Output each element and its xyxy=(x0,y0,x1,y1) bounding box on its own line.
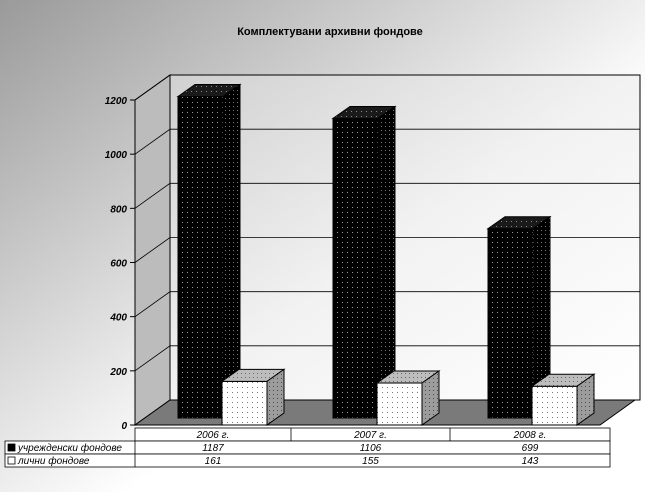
gridline xyxy=(134,291,640,317)
bar-series1-cat2-front xyxy=(332,117,379,419)
bar-series2-cat3-side xyxy=(576,373,595,426)
gridline xyxy=(134,128,640,155)
x-tick-label: 2007 г. xyxy=(353,430,387,441)
bar-series1-cat3-front xyxy=(487,228,534,419)
y-tick-label: 600 xyxy=(110,259,127,270)
y-tick-label: 200 xyxy=(109,367,127,378)
chart-title: Комплектувани архивни фондове xyxy=(237,26,423,38)
y-tick-label: 1200 xyxy=(105,96,128,107)
y-tick-label: 400 xyxy=(109,313,127,324)
legend-label: лични фондове xyxy=(17,455,90,467)
bar-series2-cat2-side xyxy=(421,370,440,426)
x-tick-label: 2008 г. xyxy=(513,430,547,441)
plot-area: 0 200 400 600 800 1000 1200 xyxy=(105,74,641,432)
bar-series2-cat3-front xyxy=(531,385,578,426)
data-label: 1187 xyxy=(202,443,224,454)
x-tick-label: 2006 г. xyxy=(196,430,230,441)
table-row xyxy=(4,453,611,468)
data-label: 143 xyxy=(522,456,539,467)
legend-label: учрежденски фондове xyxy=(17,442,122,454)
gridline xyxy=(134,182,640,209)
legend-key xyxy=(7,443,16,452)
bar-series2-cat1-front xyxy=(221,380,268,426)
bar-series1-cat1-side xyxy=(222,83,241,419)
bar-series1-cat2-side xyxy=(377,105,396,419)
gridline xyxy=(134,74,640,101)
bar-series2-cat1-side xyxy=(266,368,285,426)
bar-series1-cat1-front xyxy=(177,96,224,419)
data-label: 1106 xyxy=(360,443,382,454)
y-tick-label: 1000 xyxy=(105,150,128,161)
legend-key xyxy=(7,456,16,465)
data-label: 155 xyxy=(362,456,379,467)
bar-series2-cat2-front xyxy=(376,382,423,426)
data-label: 699 xyxy=(522,443,539,454)
y-tick-label: 0 xyxy=(121,421,127,432)
gridline xyxy=(134,237,640,263)
y-tick-label: 800 xyxy=(110,204,127,215)
gridline xyxy=(134,345,640,372)
data-label: 161 xyxy=(205,456,222,467)
data-table: 2006 г. 2007 г. 2008 г. учрежденски фондове… xyxy=(4,427,611,468)
